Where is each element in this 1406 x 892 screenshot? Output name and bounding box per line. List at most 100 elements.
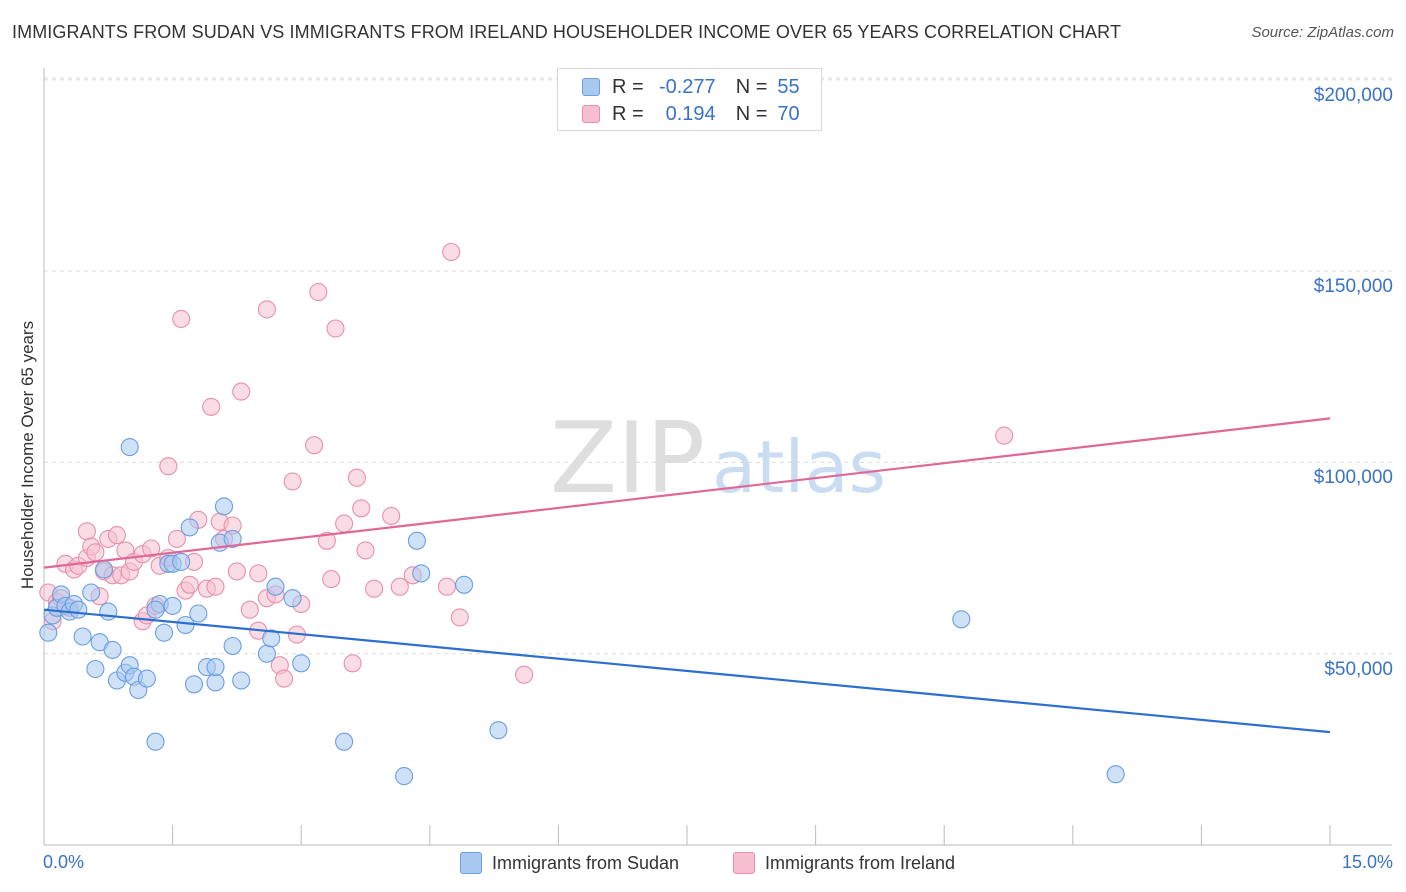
sudan-point — [103, 640, 122, 659]
sudan-r-value: -0.277 — [658, 75, 716, 98]
ireland-point — [322, 570, 341, 589]
grid-layer — [44, 77, 1392, 655]
source-label: Source: ZipAtlas.com — [1251, 24, 1394, 41]
sudan-point — [154, 623, 174, 642]
ireland-point — [167, 529, 186, 548]
y-tick-label-100000: $100,000 — [1313, 467, 1393, 488]
sudan-n-value: 55 — [777, 75, 800, 98]
sudan-point — [223, 529, 242, 548]
ireland-point — [107, 526, 126, 545]
y-tick-label-50000: $50,000 — [1324, 659, 1393, 680]
ireland-r-value: 0.194 — [665, 102, 716, 125]
ireland-point — [450, 608, 469, 627]
ireland-point — [202, 397, 221, 416]
sudan-point — [1106, 765, 1125, 784]
sudan-point — [180, 518, 199, 537]
x-tick-label-min: 0.0% — [43, 852, 85, 872]
stats-box: R = -0.277 N = 55 R = 0.194 N = 70 — [557, 68, 822, 131]
sudan-point — [206, 658, 225, 677]
ireland-point — [232, 382, 251, 401]
x-tick-label-max: 15.0% — [1341, 852, 1393, 872]
ireland-point — [343, 654, 362, 673]
ireland-point — [142, 539, 161, 558]
sudan-point — [257, 644, 276, 663]
ireland-point — [442, 242, 461, 262]
ireland-n-label: N = — [735, 102, 768, 125]
legend-ireland-label: Immigrants from Ireland — [765, 852, 956, 873]
ireland-point — [240, 600, 259, 619]
ireland-trend-line — [43, 417, 1331, 569]
sudan-point — [206, 673, 225, 692]
sudan-point — [146, 600, 165, 619]
sudan-point — [94, 560, 114, 579]
sudan-point — [292, 654, 311, 673]
sudan-point — [283, 589, 302, 608]
ireland-point — [995, 426, 1014, 445]
ireland-r-label: R = — [612, 102, 644, 125]
ireland-point — [227, 562, 246, 581]
stats-row-sudan: R = -0.277 N = 55 — [582, 75, 800, 99]
sudan-point — [262, 629, 281, 648]
ireland-point — [249, 564, 268, 583]
sudan-point — [163, 596, 182, 615]
sudan-n-label: N = — [735, 75, 768, 98]
ireland-point — [437, 577, 456, 596]
ireland-point — [86, 543, 105, 562]
legend-sudan-swatch — [460, 852, 482, 874]
ireland-point — [347, 468, 366, 487]
ireland-point — [159, 457, 178, 476]
legend-item-sudan[interactable]: Immigrants from Sudan — [460, 852, 679, 874]
ireland-point — [275, 669, 294, 688]
sudan-point — [86, 659, 105, 679]
sudan-point — [82, 583, 101, 602]
sudan-point — [146, 732, 165, 751]
ireland-point — [309, 283, 328, 302]
axis-layer — [43, 68, 1392, 846]
sudan-point — [232, 671, 251, 690]
stats-row-ireland: R = 0.194 N = 70 — [582, 102, 800, 126]
ireland-point — [206, 577, 225, 596]
sudan-point — [120, 438, 139, 457]
ireland-point — [326, 319, 345, 338]
chart-title: IMMIGRANTS FROM SUDAN VS IMMIGRANTS FROM… — [12, 22, 1122, 42]
sudan-point — [952, 610, 971, 629]
sudan-point — [489, 721, 508, 740]
watermark-atlas: atlas — [712, 425, 886, 509]
sudan-point — [266, 577, 285, 596]
sudan-point — [184, 675, 204, 694]
sudan-r-label: R = — [612, 75, 644, 98]
sudan-point — [172, 552, 191, 571]
ireland-point — [352, 499, 371, 518]
legend-ireland-swatch — [733, 852, 755, 874]
ireland-point — [390, 577, 409, 596]
sudan-point — [223, 636, 242, 656]
sudan-point — [412, 564, 431, 583]
y-tick-label-200000: $200,000 — [1313, 85, 1393, 106]
ireland-point — [172, 309, 191, 328]
sudan-point — [99, 602, 118, 621]
ireland-point — [317, 531, 336, 550]
ireland-point — [335, 514, 354, 533]
sudan-trend-line — [43, 608, 1331, 734]
ireland-point — [180, 575, 199, 594]
ireland-point — [77, 522, 96, 541]
sudan-point — [455, 575, 474, 594]
ireland-n-value: 70 — [777, 102, 800, 125]
sudan-point — [73, 627, 92, 646]
ireland-point — [257, 300, 276, 319]
legend-item-ireland[interactable]: Immigrants from Ireland — [733, 852, 955, 874]
ireland-point — [356, 541, 375, 560]
sudan-point — [137, 669, 156, 688]
sudan-point — [407, 531, 426, 550]
legend-sudan-label: Immigrants from Sudan — [492, 852, 680, 873]
ireland-point — [515, 665, 534, 684]
sudan-point — [395, 767, 414, 786]
watermark-zip: ZIP — [550, 402, 705, 516]
ireland-point — [382, 506, 401, 526]
y-tick-label-150000: $150,000 — [1313, 276, 1393, 297]
sudan-point — [214, 497, 234, 516]
sudan-point — [69, 600, 88, 619]
sudan-swatch — [582, 78, 600, 96]
ireland-point — [365, 579, 384, 598]
